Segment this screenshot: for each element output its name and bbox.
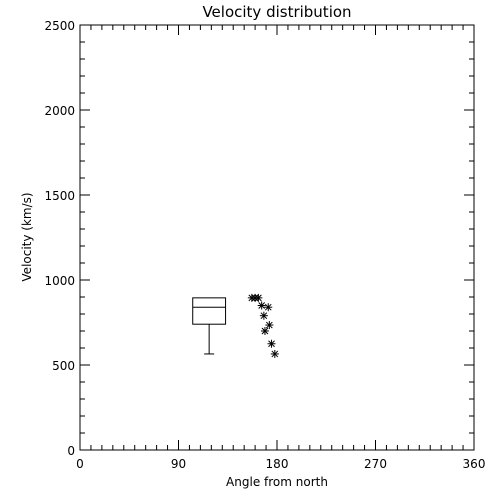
y-tick-label: 2000 bbox=[44, 104, 75, 118]
scatter-points bbox=[247, 293, 279, 358]
data-point bbox=[264, 303, 273, 312]
data-point bbox=[257, 301, 266, 310]
y-tick-label: 500 bbox=[52, 359, 75, 373]
x-tick-label: 90 bbox=[171, 457, 186, 471]
y-axis-label: Velocity (km/s) bbox=[20, 192, 34, 281]
data-point bbox=[254, 293, 263, 302]
data-point bbox=[267, 339, 276, 348]
data-point bbox=[260, 327, 269, 335]
data-point bbox=[259, 311, 268, 320]
box-iqr bbox=[192, 297, 227, 325]
data-point bbox=[265, 321, 274, 330]
y-tick-label: 1000 bbox=[44, 274, 75, 288]
data-point bbox=[270, 349, 279, 358]
x-tick-label: 180 bbox=[266, 457, 289, 471]
chart-title: Velocity distribution bbox=[202, 3, 351, 21]
y-axis: 0 500 1000 1500 2000 2500 bbox=[44, 19, 474, 458]
y-tick-label: 1500 bbox=[44, 189, 75, 203]
x-tick-label: 0 bbox=[76, 457, 84, 471]
x-tick-label: 360 bbox=[463, 457, 486, 471]
boxplot bbox=[192, 297, 227, 355]
y-tick-label: 2500 bbox=[44, 19, 75, 33]
x-axis: 0 90 180 270 360 bbox=[76, 25, 485, 471]
x-axis-label: Angle from north bbox=[226, 475, 328, 489]
x-tick-label: 270 bbox=[364, 457, 387, 471]
y-tick-label: 0 bbox=[67, 444, 75, 458]
plot-frame bbox=[79, 24, 475, 451]
